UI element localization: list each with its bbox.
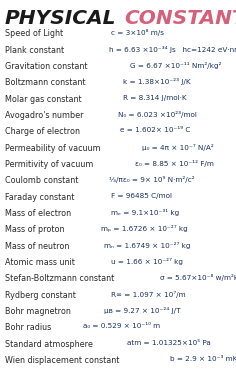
Text: u = 1.66 × 10⁻²⁷ kg: u = 1.66 × 10⁻²⁷ kg	[111, 258, 183, 265]
Text: CONSTANTS: CONSTANTS	[124, 9, 236, 28]
Text: b = 2.9 × 10⁻³ mK: b = 2.9 × 10⁻³ mK	[170, 356, 236, 362]
Text: G = 6.67 ×10⁻¹¹ Nm²/kg²: G = 6.67 ×10⁻¹¹ Nm²/kg²	[130, 62, 221, 69]
Text: σ = 5.67×10⁻⁸ w/m²k⁴: σ = 5.67×10⁻⁸ w/m²k⁴	[160, 274, 236, 282]
Text: a₀ = 0.529 × 10⁻¹⁰ m: a₀ = 0.529 × 10⁻¹⁰ m	[83, 323, 160, 329]
Text: mₙ = 1.6749 × 10⁻²⁷ kg: mₙ = 1.6749 × 10⁻²⁷ kg	[104, 242, 190, 249]
Text: Mass of neutron: Mass of neutron	[5, 242, 69, 251]
Text: R∞ = 1.097 × 10⁷/m: R∞ = 1.097 × 10⁷/m	[111, 291, 185, 298]
Text: e = 1.602× 10⁻¹⁹ C: e = 1.602× 10⁻¹⁹ C	[120, 127, 191, 133]
Text: atm = 1.01325×10⁵ Pa: atm = 1.01325×10⁵ Pa	[127, 340, 211, 346]
Text: Mass of proton: Mass of proton	[5, 225, 64, 234]
Text: N₀ = 6.023 ×10²³/mol: N₀ = 6.023 ×10²³/mol	[118, 111, 197, 118]
Text: Stefan-Boltzmann constant: Stefan-Boltzmann constant	[5, 274, 114, 284]
Text: Molar gas constant: Molar gas constant	[5, 95, 81, 104]
Text: Faraday constant: Faraday constant	[5, 193, 74, 202]
Text: Gravitation constant: Gravitation constant	[5, 62, 87, 71]
Text: k = 1.38×10⁻²³ J/K: k = 1.38×10⁻²³ J/K	[123, 78, 190, 86]
Text: PHYSICAL: PHYSICAL	[5, 9, 116, 28]
Text: ε₀ = 8.85 × 10⁻¹² F/m: ε₀ = 8.85 × 10⁻¹² F/m	[135, 160, 213, 167]
Text: Standard atmosphere: Standard atmosphere	[5, 340, 93, 349]
Text: Atomic mass unit: Atomic mass unit	[5, 258, 75, 267]
Text: F = 96485 C/mol: F = 96485 C/mol	[111, 193, 172, 199]
Text: h = 6.63 ×10⁻³⁴ Js   hc=1242 eV·nm: h = 6.63 ×10⁻³⁴ Js hc=1242 eV·nm	[109, 46, 236, 53]
Text: mₚ = 1.6726 × 10⁻²⁷ kg: mₚ = 1.6726 × 10⁻²⁷ kg	[101, 225, 188, 233]
Text: μв = 9.27 × 10⁻²⁴ J/T: μв = 9.27 × 10⁻²⁴ J/T	[104, 307, 180, 314]
Text: Bohr magnetron: Bohr magnetron	[5, 307, 71, 316]
Text: R = 8.314 J/mol·K: R = 8.314 J/mol·K	[123, 95, 186, 101]
Text: c = 3×10⁸ m/s: c = 3×10⁸ m/s	[111, 29, 164, 37]
Text: Boltzmann constant: Boltzmann constant	[5, 78, 85, 87]
Text: Permitivity of vacuum: Permitivity of vacuum	[5, 160, 93, 169]
Text: Bohr radius: Bohr radius	[5, 323, 51, 333]
Text: mₑ = 9.1×10⁻³¹ kg: mₑ = 9.1×10⁻³¹ kg	[111, 209, 179, 216]
Text: Speed of Light: Speed of Light	[5, 29, 63, 38]
Text: Wien displacement constant: Wien displacement constant	[5, 356, 119, 365]
Text: Permeability of vacuum: Permeability of vacuum	[5, 144, 100, 153]
Text: Mass of electron: Mass of electron	[5, 209, 71, 218]
Text: ⅓/πε₀ = 9× 10⁹ N·m²/c²: ⅓/πε₀ = 9× 10⁹ N·m²/c²	[109, 176, 194, 184]
Text: Rydberg constant: Rydberg constant	[5, 291, 76, 300]
Text: Coulomb constant: Coulomb constant	[5, 176, 78, 185]
Text: Plank constant: Plank constant	[5, 46, 64, 55]
Text: Avogadro's number: Avogadro's number	[5, 111, 83, 120]
Text: μ₀ = 4π × 10⁻⁷ N/A²: μ₀ = 4π × 10⁻⁷ N/A²	[142, 144, 213, 151]
Text: Charge of electron: Charge of electron	[5, 127, 80, 136]
